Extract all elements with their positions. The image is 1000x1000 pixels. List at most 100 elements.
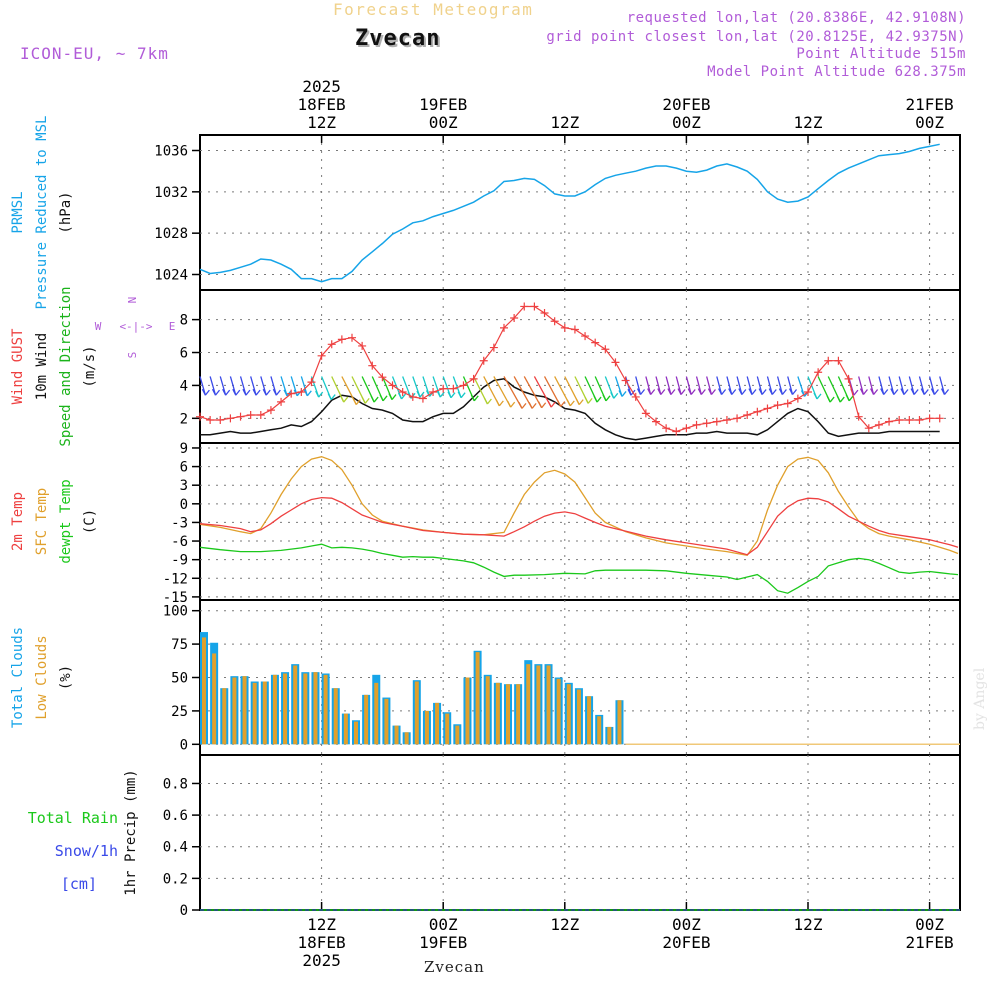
low-clouds-bar [313, 672, 318, 745]
low-clouds-bar [526, 664, 531, 745]
wind-direction-arrow [787, 376, 798, 395]
wind-arrow-head [538, 401, 543, 409]
y-tick-label: -15 [163, 590, 188, 606]
gust-marker [307, 378, 316, 387]
wind-direction-arrow [543, 376, 566, 407]
gust-marker [621, 376, 630, 385]
gust-marker [479, 356, 488, 365]
wind-arrow-head [890, 388, 895, 395]
wind-arrow-head [697, 388, 702, 395]
wind-arrow-head [900, 388, 905, 395]
low-clouds-bar [354, 721, 358, 745]
low-clouds-bar [232, 677, 237, 745]
y-axis-label: dewpt Temp [58, 479, 74, 563]
wind-arrow-head [483, 397, 488, 405]
wind-arrow-head [859, 388, 865, 395]
y-tick-label: 6 [180, 346, 188, 362]
wind-arrow-head [225, 389, 231, 396]
wind-arrow-head [690, 389, 696, 395]
wind-arrow-head [870, 388, 875, 395]
wind-arrow-head [602, 394, 607, 402]
gust-marker [844, 374, 853, 383]
wind-direction-arrow [331, 376, 349, 403]
time-label-bottom: 00Z [429, 915, 458, 934]
wind-arrow-head [550, 401, 556, 408]
wind-direction-arrow [442, 376, 456, 399]
y-tick-label: 25 [171, 704, 188, 720]
wind-direction-arrow [341, 376, 361, 406]
wind-arrow-head [584, 397, 589, 404]
gust-marker [297, 388, 306, 396]
wind-direction-arrow [695, 376, 706, 395]
y-axis-label: 10m Wind [34, 333, 50, 400]
y-axis-label: Speed and Direction [58, 286, 74, 446]
gust-marker [641, 409, 650, 418]
y-tick-label: 9 [180, 441, 188, 457]
wind-arrow-head [364, 397, 370, 404]
time-label-top: 12Z [550, 113, 579, 132]
gust-marker [368, 361, 377, 370]
wind-arrow-head [204, 389, 210, 396]
low-clouds-bar [576, 689, 581, 745]
wind-direction-arrow [229, 376, 241, 396]
wind-direction-arrow [239, 376, 251, 396]
wind-arrow-head [373, 396, 379, 403]
gust-marker [783, 399, 792, 408]
wind-arrow-head [621, 391, 627, 397]
wind-arrow-head [566, 399, 571, 407]
y-axis-label: Pressure Reduced to MSL [34, 116, 50, 310]
y-tick-label: 0 [180, 497, 188, 513]
y-axis-label: (hPa) [58, 191, 74, 233]
wind-arrow-head [883, 389, 889, 395]
gust-marker [530, 302, 539, 311]
gust-marker [216, 415, 225, 424]
wind-direction-arrow [939, 376, 950, 395]
gust-marker [682, 424, 691, 433]
wind-arrow-head [761, 389, 767, 395]
wind-arrow-head [486, 398, 492, 405]
requested-point: requested lon,lat (20.8386E, 42.9108N) [626, 10, 966, 26]
wind-arrow-head [800, 390, 806, 397]
wind-direction-arrow [594, 376, 611, 402]
credit-watermark: by Angel [972, 667, 988, 730]
y-axis-label: Wind GUST [10, 328, 26, 404]
gust-marker [662, 424, 671, 433]
wind-direction-arrow [371, 376, 388, 402]
panel-precipitation: 0 0.2 0.4 0.6 0.8 1hr Precip (mm) [123, 754, 961, 919]
precip-legend-item: [cm] [61, 875, 97, 893]
y-axis-label: Total Clouds [10, 627, 26, 728]
wind-arrow-head [920, 388, 925, 395]
gust-marker [905, 415, 914, 424]
wind-direction-arrow [533, 376, 556, 408]
wind-direction-arrow [635, 376, 646, 395]
wind-direction-arrow [685, 376, 696, 395]
wind-arrow-head [355, 399, 361, 406]
wind-direction-arrow [503, 376, 527, 409]
wind-arrow-head [933, 389, 939, 395]
time-label-top: 12Z [794, 113, 823, 132]
wind-direction-arrow [827, 376, 845, 403]
wind-direction-arrow [483, 376, 504, 407]
gust-marker [196, 412, 204, 421]
panel-frame [199, 134, 961, 291]
wind-arrow-head [667, 388, 672, 395]
time-label-bottom: 12Z [794, 915, 823, 934]
low-clouds-bar [445, 713, 450, 745]
y-axis-label: (C) [82, 509, 98, 534]
time-label-top: 00Z [429, 113, 458, 132]
wind-arrow-head [647, 388, 652, 395]
wind-arrow-head [560, 401, 566, 407]
gust-marker [266, 406, 275, 415]
time-label-bottom: 2025 [302, 951, 341, 970]
y-axis-label: SFC Temp [34, 488, 50, 555]
y-tick-label: -9 [171, 553, 188, 569]
wind-arrow-head [510, 401, 516, 408]
wind-arrow-head [893, 389, 899, 395]
gust-marker [256, 411, 265, 420]
time-label-top: 21FEB [906, 95, 954, 114]
wind-arrow-head [748, 388, 753, 395]
wind-direction-arrow [817, 376, 835, 403]
wind-arrow-head [401, 393, 407, 400]
wind-arrow-head [862, 389, 868, 395]
